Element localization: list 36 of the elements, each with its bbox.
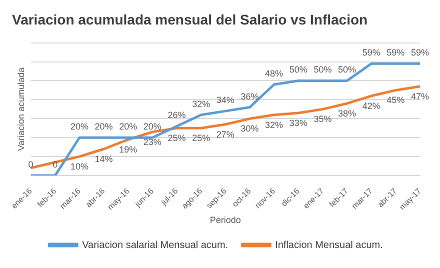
data-label: 42% bbox=[362, 100, 380, 111]
data-label: 19% bbox=[119, 144, 138, 154]
data-label: 20% bbox=[143, 122, 162, 132]
data-label: 27% bbox=[216, 129, 234, 140]
data-label: 26% bbox=[168, 110, 186, 120]
data-label: 48% bbox=[265, 68, 284, 79]
data-label: 50% bbox=[289, 64, 308, 75]
data-label: 25% bbox=[192, 133, 210, 144]
legend-label: Inflacion Mensual acum. bbox=[275, 240, 383, 251]
data-label: 20% bbox=[94, 122, 113, 132]
data-label: 25% bbox=[168, 133, 186, 144]
data-label: 34% bbox=[216, 95, 234, 106]
data-label: 50% bbox=[338, 64, 356, 75]
data-label: 59% bbox=[410, 48, 430, 58]
data-label: 14% bbox=[94, 154, 113, 164]
data-label: 32% bbox=[192, 98, 210, 109]
data-label: 30% bbox=[240, 124, 259, 134]
data-label: 59% bbox=[386, 48, 405, 58]
data-label: 32% bbox=[265, 120, 284, 130]
data-label: 50% bbox=[314, 64, 332, 75]
data-label: 45% bbox=[386, 95, 405, 106]
data-label: 47% bbox=[410, 91, 430, 102]
data-label: 33% bbox=[289, 118, 308, 128]
data-label: 36% bbox=[240, 91, 259, 102]
data-label: 20% bbox=[70, 122, 88, 132]
data-label: 59% bbox=[362, 48, 380, 58]
data-label: 20% bbox=[119, 122, 138, 132]
chart-title: Variacion acumulada mensual del Salario vs Inflacion bbox=[12, 11, 368, 28]
legend-label: Variacion salarial Mensual acum. bbox=[82, 240, 228, 251]
data-label: 38% bbox=[338, 108, 356, 118]
data-label: 23% bbox=[143, 136, 162, 147]
data-label: 0 bbox=[28, 160, 34, 170]
y-axis-title: Variacion acumulada bbox=[16, 67, 26, 151]
x-axis-title: Periodo bbox=[210, 215, 241, 226]
data-label: 10% bbox=[70, 162, 88, 172]
data-label: 35% bbox=[314, 114, 332, 124]
